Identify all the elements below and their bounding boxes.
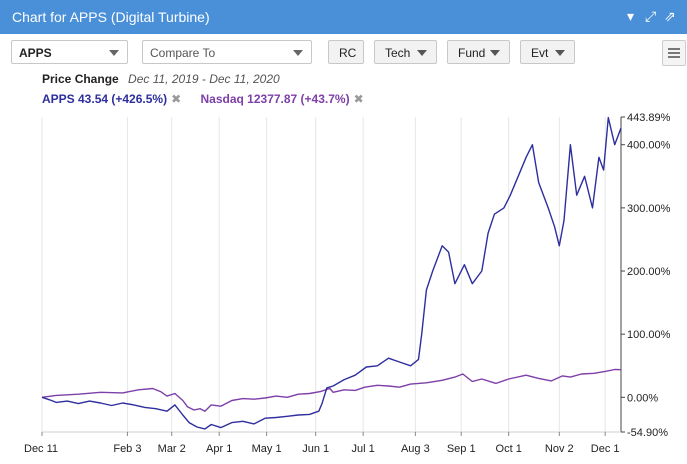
- caret-down-icon[interactable]: ▾: [627, 8, 635, 24]
- rc-label: RC: [339, 46, 357, 60]
- chevron-down-icon: [490, 50, 500, 56]
- evt-button[interactable]: Evt: [520, 40, 575, 64]
- x-tick-label: Aug 3: [401, 443, 430, 455]
- y-tick-label: 0.00%: [627, 392, 658, 404]
- nasdaq-series-line: [41, 368, 622, 412]
- y-tick-label: 400.00%: [627, 140, 671, 152]
- tech-label: Tech: [385, 46, 411, 60]
- rc-button[interactable]: RC: [328, 40, 364, 64]
- expand-icon[interactable]: ⤢: [645, 8, 657, 24]
- legend-nasdaq-label: Nasdaq 12377.87 (+43.7%): [200, 92, 350, 106]
- chevron-down-icon: [555, 50, 565, 56]
- chart-legend: APPS 43.54 (+426.5%) ✖ Nasdaq 12377.87 (+…: [42, 92, 380, 106]
- x-tick-label: Dec 11: [24, 443, 58, 455]
- x-tick-label: Apr 1: [206, 443, 232, 455]
- external-link-icon[interactable]: ⇗: [664, 8, 676, 24]
- x-tick-label: Jul 1: [352, 443, 375, 455]
- symbol-select[interactable]: APPS: [11, 40, 128, 64]
- fund-button[interactable]: Fund: [447, 40, 510, 64]
- x-tick-label: Nov 2: [545, 443, 574, 455]
- chart-toolbar: APPS Compare To RC Tech Fund Evt: [0, 34, 687, 70]
- apps-series-line: [41, 116, 622, 430]
- remove-apps-icon[interactable]: ✖: [171, 92, 182, 106]
- y-tick-label: -54.90%: [627, 427, 668, 439]
- compare-placeholder: Compare To: [150, 46, 216, 60]
- price-change-label: Price Change: [42, 72, 119, 86]
- y-tick-label: 100.00%: [627, 329, 671, 341]
- chart-title: Chart for APPS (Digital Turbine): [12, 9, 210, 25]
- x-tick-label: Feb 3: [113, 443, 141, 455]
- date-range: Dec 11, 2019 - Dec 11, 2020: [128, 72, 280, 86]
- price-change-info: Price Change Dec 11, 2019 - Dec 11, 2020: [42, 72, 280, 86]
- x-tick-label: May 1: [252, 443, 282, 455]
- hamburger-icon[interactable]: [662, 40, 686, 66]
- x-tick-label: Sep 1: [447, 443, 476, 455]
- compare-input[interactable]: Compare To: [142, 40, 312, 64]
- y-tick-label: 300.00%: [627, 203, 671, 215]
- tech-button[interactable]: Tech: [374, 40, 437, 64]
- chart-header: Chart for APPS (Digital Turbine) ▾ ⤢ ⇗: [0, 0, 687, 34]
- legend-nasdaq: Nasdaq 12377.87 (+43.7%) ✖: [200, 92, 363, 106]
- chevron-down-icon: [293, 50, 303, 56]
- legend-apps-label: APPS 43.54 (+426.5%): [42, 92, 168, 106]
- fund-label: Fund: [458, 46, 486, 60]
- chevron-down-icon: [109, 50, 119, 56]
- legend-apps: APPS 43.54 (+426.5%) ✖: [42, 92, 181, 106]
- x-tick-label: Dec 1: [591, 443, 620, 455]
- x-tick-label: Jun 1: [302, 443, 329, 455]
- x-tick-label: Mar 2: [158, 443, 186, 455]
- x-tick-label: Oct 1: [496, 443, 522, 455]
- chevron-down-icon: [417, 50, 427, 56]
- y-tick-label: 443.89%: [627, 112, 671, 124]
- symbol-value: APPS: [19, 46, 52, 60]
- remove-nasdaq-icon[interactable]: ✖: [353, 92, 364, 106]
- evt-label: Evt: [531, 46, 549, 60]
- y-tick-label: 200.00%: [627, 266, 671, 278]
